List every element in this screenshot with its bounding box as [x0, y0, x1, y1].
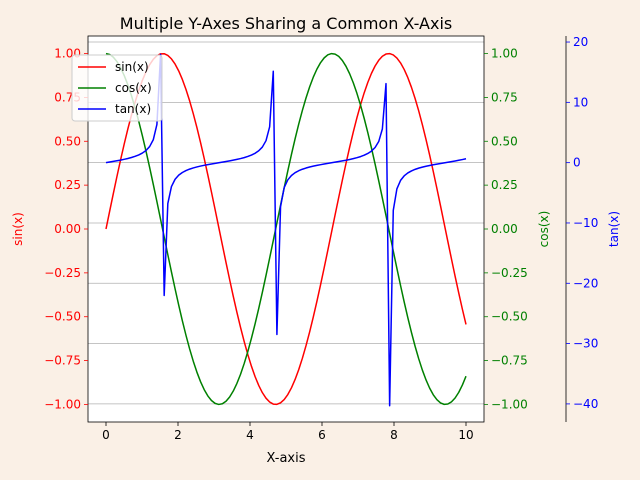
legend-box: [71, 54, 163, 122]
y-tick-label: −30: [573, 337, 598, 351]
y-tick-label: 0: [573, 156, 581, 170]
y-tick-label: 0.25: [491, 178, 518, 192]
y-tick-label: 0.75: [491, 90, 518, 104]
x-axis-label: X-axis: [267, 451, 306, 466]
series-line-sin: [105, 52, 467, 406]
series-lines: [105, 52, 467, 407]
legend-label: sin(x): [115, 60, 149, 74]
y-tick-label: −1.00: [44, 397, 81, 411]
y-tick-label: 0.00: [491, 222, 518, 236]
y-axis-label-y2: cos(x): [537, 211, 551, 248]
y-tick-label: −10: [573, 216, 598, 230]
y-tick-label: 0.00: [54, 222, 81, 236]
y-tick-label: −0.75: [44, 354, 81, 368]
y-tick-label: 1.00: [491, 47, 518, 61]
x-tick-label: 10: [458, 428, 473, 442]
y-tick-label: 0.50: [54, 134, 81, 148]
y-tick-label: −0.75: [491, 354, 528, 368]
y-tick-label: 0.50: [491, 134, 518, 148]
y-tick-label: −0.50: [491, 310, 528, 324]
chart-title: Multiple Y-Axes Sharing a Common X-Axis: [120, 14, 452, 33]
x-axis: 0 2 4 6 8 10: [102, 422, 474, 442]
x-tick-label: 2: [174, 428, 182, 442]
x-tick-label: 6: [318, 428, 326, 442]
y-tick-label: −0.25: [491, 266, 528, 280]
x-tick-label: 0: [102, 428, 110, 442]
y-tick-label: −20: [573, 276, 598, 290]
x-tick-label: 8: [390, 428, 398, 442]
legend-label: cos(x): [115, 81, 152, 95]
y-tick-label: −40: [573, 397, 598, 411]
y-tick-label: −0.50: [44, 310, 81, 324]
y-tick-label: −1.00: [491, 397, 528, 411]
series-line-tan: [105, 53, 467, 407]
x-tick-label: 4: [246, 428, 254, 442]
y-tick-label: 0.25: [54, 178, 81, 192]
y-tick-label: −0.25: [44, 266, 81, 280]
y-tick-label: 10: [573, 95, 588, 109]
y-axis-label-y1: sin(x): [11, 212, 25, 246]
y-tick-label: 20: [573, 35, 588, 49]
legend: sin(x) cos(x) tan(x): [71, 54, 163, 122]
legend-label: tan(x): [115, 102, 151, 116]
y-axis-label-y3: tan(x): [607, 211, 621, 247]
